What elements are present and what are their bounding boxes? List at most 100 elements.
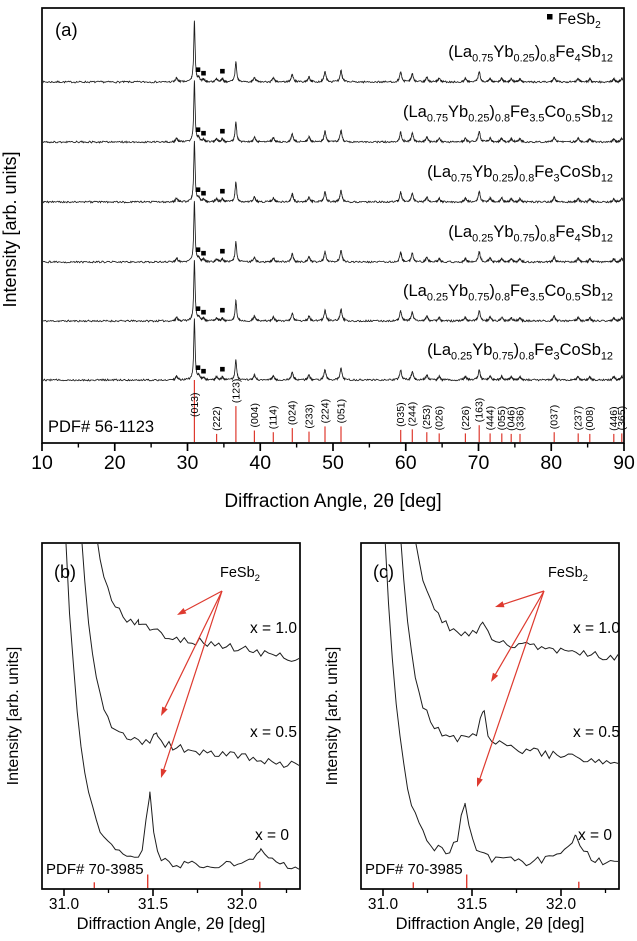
annotation-arrow-line [477,590,545,785]
xrd-curve-x=0.5 [81,544,299,769]
fesb2-marker [220,68,225,74]
x-tick-label: 32.0 [546,896,577,913]
fesb2-marker [195,306,201,311]
fesb2-marker [220,248,225,254]
hkl-label: (035) [395,402,407,427]
fesb2-marker [201,190,206,196]
pdf-number-label: PDF# 70-3985 [365,861,463,878]
series-label: x = 0.5 [250,724,297,741]
annotation-arrowhead-icon [495,601,505,608]
panel-a-x-axis: 10 20 30 40 50 60 70 80 90 [31,443,635,474]
annotation-arrowhead-icon [491,672,499,682]
legend-fesb2-label: FeSb2 [558,11,601,31]
hkl-label: (226) [460,406,472,431]
panel-c: x = 1.0 x = 0.5 x = 0 FeSb2 PDF# 70-3985 (c) 3… [324,542,620,933]
pdf-number-label: PDF# 70-3985 [46,861,144,878]
panel_c-frame [360,542,620,890]
annotation-arrow-line [161,590,223,776]
series-label: x = 1.0 [573,620,620,637]
hkl-label: (233) [303,404,315,429]
x-tick-label: 40 [249,452,271,474]
fesb2-marker [195,187,201,192]
annotation-arrow-line [161,590,223,714]
annotation-arrow-line [497,590,545,607]
panel-a: (La0.75Yb0.25)0.8Fe4Sb12 (La0.75Yb0.25)0.… [0,7,635,512]
spectrum-label-3: (La0.75Yb0.25)0.8Fe3CoSb12 [427,163,613,185]
spectrum-label-1: (La0.75Yb0.25)0.8Fe4Sb12 [448,43,613,65]
hkl-label: (008) [584,406,596,431]
x-tick-label: 80 [540,452,562,474]
panel-a-label: (a) [55,19,78,40]
hkl-label: (253) [421,405,433,430]
pdf-number-label: PDF# 56-1123 [48,418,154,436]
annotation-arrowhead-icon [160,768,167,778]
spectrum-curve-1 [43,20,623,84]
hkl-label: (004) [249,403,261,428]
spectrum-curve-3 [43,140,623,204]
fesb2-marker [201,130,206,136]
x-tick-label: 31.5 [138,896,168,913]
panel_c-x-axis-title: Diffraction Angle, 2θ [deg] [396,915,585,933]
spectrum-curve-5 [43,260,623,323]
spectrum-label-2: (La0.75Yb0.25)0.8Fe3.5Co0.5Sb12 [403,103,613,125]
panel_b-y-axis-title: Intensity [arb. units] [5,647,22,786]
hkl-label: (013) [189,392,201,417]
xrd-curve-x=0 [65,544,299,870]
fesb2-marker [220,307,225,313]
panel_b-plot-area [65,544,299,870]
hkl-label: (163) [474,398,486,423]
hkl-label: (244) [407,402,419,427]
x-tick-label: 90 [613,452,635,474]
panel-b: x = 1.0 x = 0.5 x = 0 FeSb2 PDF# 70-3985 (b) 3… [5,542,301,933]
hkl-label: (336) [514,406,526,431]
panel-a-x-axis-title: Diffraction Angle, 2θ [deg] [224,491,441,512]
xrd-curve-x=1.0 [97,544,299,662]
panel_c-plot-area [384,544,618,867]
panel_b-x-axis-title: Diffraction Angle, 2θ [deg] [77,915,266,933]
fesb2-marker [201,70,206,76]
fesb2-marker [195,247,201,252]
fesb2-annotation-label: FeSb2 [220,565,260,584]
spectrum-label-6: (La0.25Yb0.75)0.8Fe3CoSb12 [427,341,613,363]
fesb2-marker [220,128,225,134]
annotation-arrowhead-icon [477,777,483,787]
fesb2-marker [195,365,201,370]
x-tick-label: 20 [104,452,126,474]
hkl-label: (055) [496,406,508,431]
fesb2-marker [220,188,225,194]
reference-row: (013) (222) (123) (004) (114) (024) (233) (224)… [189,379,628,442]
x-tick-label: 50 [322,452,344,474]
series-label: x = 1.0 [250,620,297,637]
x-tick-label: 10 [31,452,53,474]
fesb2-annotation-label: FeSb2 [548,565,588,584]
panel_c-label: (c) [373,562,394,582]
hkl-label: (026) [434,406,446,431]
hkl-label: (123) [230,379,242,404]
hkl-label: (051) [335,399,347,424]
fesb2-marker [201,368,206,374]
hkl-label: (114) [268,405,280,429]
x-tick-label: 31.0 [49,896,80,913]
fesb2-marker [195,67,201,72]
annotation-arrow-line [179,590,223,615]
annotation-arrow-line [491,590,545,680]
spectrum-label-5: (La0.25Yb0.75)0.8Fe3.5Co0.5Sb12 [403,282,613,304]
legend-fesb2-swatch-icon [547,14,553,20]
legend: FeSb2 [547,11,601,31]
spectrum-curve-6 [43,318,623,382]
fesb2-marker [201,250,206,256]
spectrum-curve-4 [43,200,623,264]
x-tick-label: 32.0 [227,896,258,913]
fesb2-marker [220,366,225,372]
series-label: x = 0 [578,827,612,844]
x-tick-label: 31.5 [457,896,487,913]
x-tick-label: 70 [468,452,490,474]
x-tick-label: 60 [395,452,417,474]
series-label: x = 0 [255,827,289,844]
xrd-curve-x=0.5 [400,544,618,765]
spectrum-curve-2 [43,80,623,144]
hkl-label: (046) [506,406,518,431]
hkl-label: (444) [485,406,497,431]
xrd-curve-x=1.0 [415,544,618,661]
